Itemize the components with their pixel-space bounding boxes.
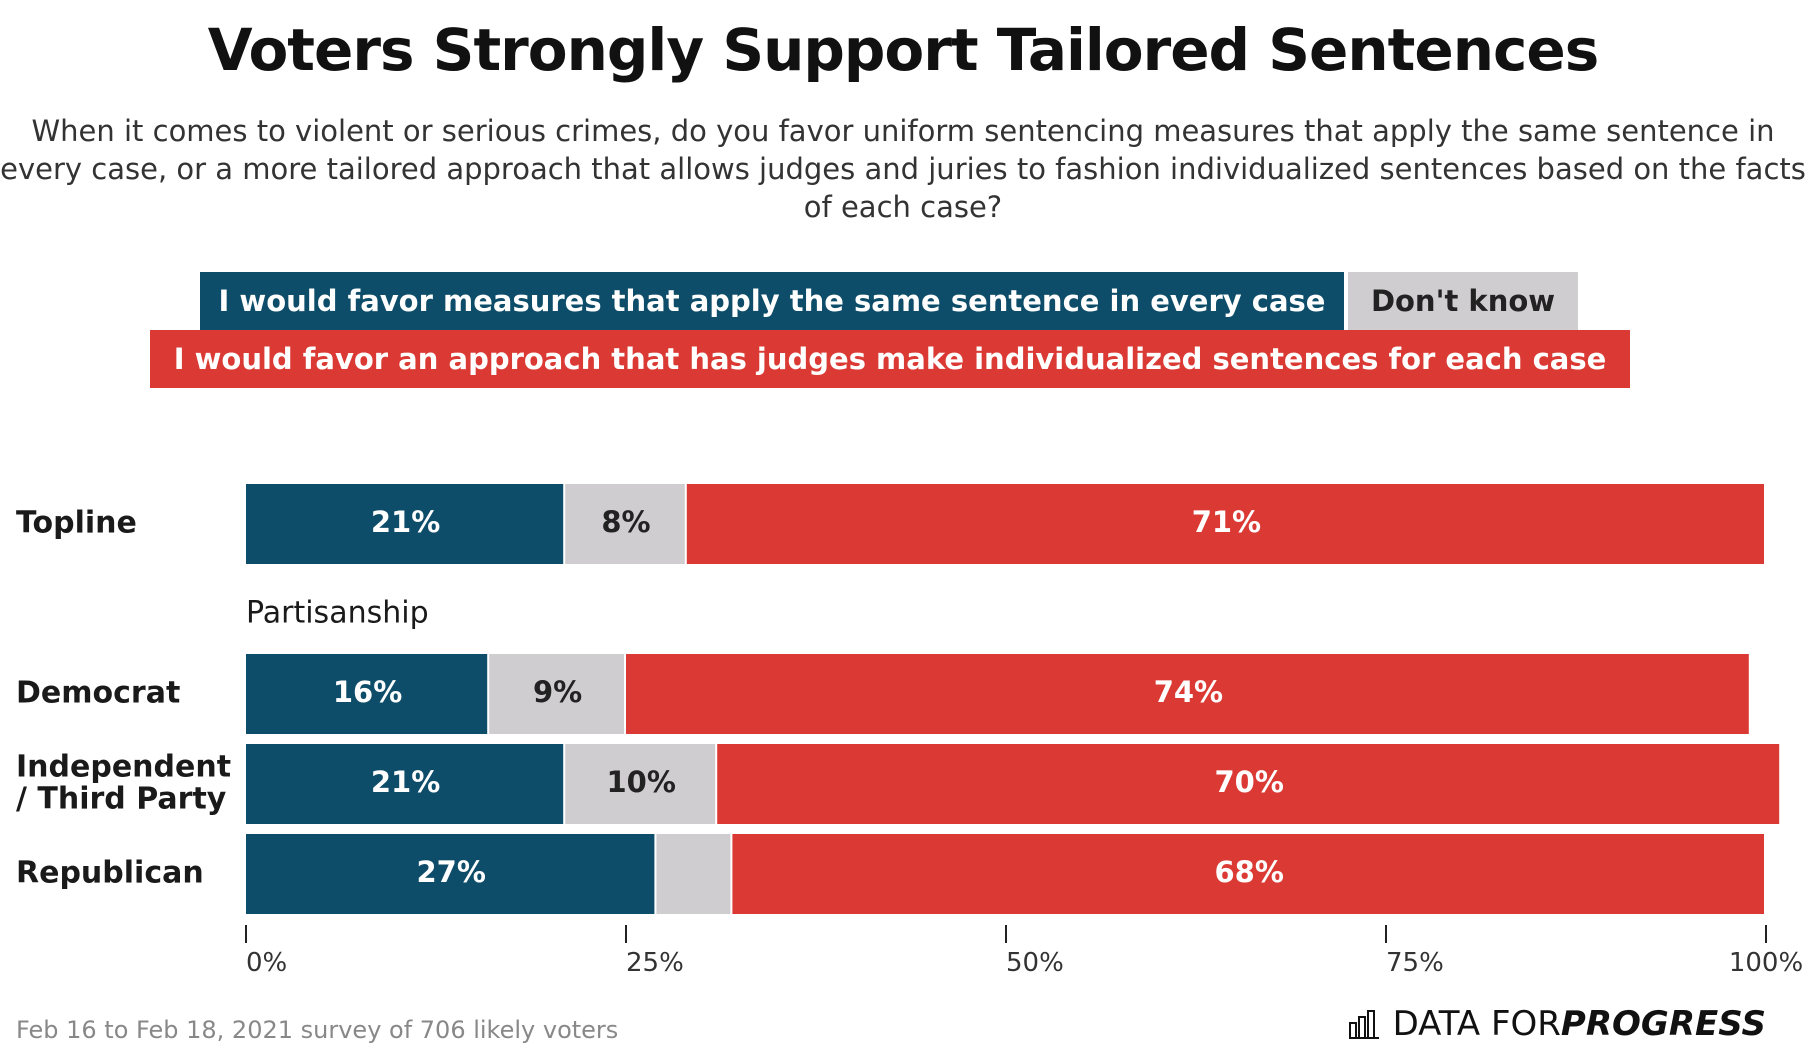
bar-data-label: 70% — [1214, 765, 1283, 799]
bar-data-label: 8% — [601, 505, 650, 539]
bar-data-label: 9% — [533, 675, 582, 709]
row-label: Republican — [16, 856, 204, 891]
bar-data-label: 21% — [371, 505, 440, 539]
bar-segment — [246, 744, 564, 824]
bar-segment — [732, 834, 1764, 914]
bar-data-label: 16% — [333, 675, 402, 709]
bar-segment — [656, 834, 731, 914]
brand-text-data-for: DATA FOR — [1392, 1004, 1561, 1044]
survey-footnote: Feb 16 to Feb 18, 2021 survey of 706 lik… — [16, 1016, 619, 1044]
bar-segment — [565, 484, 685, 564]
bar-chart-icon — [1348, 1010, 1379, 1039]
legend-same-sentence: I would favor measures that apply the sa… — [200, 272, 1344, 330]
bar-data-label: 10% — [606, 765, 675, 799]
bar-segment — [246, 834, 655, 914]
bar-segment — [246, 484, 564, 564]
legend-individualized: I would favor an approach that has judge… — [150, 330, 1630, 388]
bar-data-label: 74% — [1154, 675, 1223, 709]
row-label: Topline — [16, 506, 137, 541]
row-label: Democrat — [16, 676, 180, 711]
brand-text-progress: PROGRESS — [1560, 1004, 1766, 1044]
bar-data-label: 68% — [1214, 855, 1283, 889]
bar-segment — [686, 484, 1764, 564]
row-label: Independent — [16, 750, 231, 785]
bar-data-label: 21% — [371, 765, 440, 799]
tick-label: 0% — [246, 948, 287, 978]
bar-segment — [717, 744, 1780, 824]
brand-logo: DATA FOR PROGRESS — [1348, 1004, 1766, 1044]
stacked-bar-chart: Topline 21% 8% 71% Partisanship Democrat 16% 9%… — [16, 484, 1803, 978]
bar-data-label: 27% — [416, 855, 485, 889]
bar-segment — [246, 654, 488, 734]
bar-segment — [489, 654, 624, 734]
row-label: / Third Party — [16, 782, 227, 817]
chart-subtitle: When it comes to violent or serious crim… — [0, 114, 1806, 224]
bar-segment — [626, 654, 1749, 734]
tick-label: 50% — [1006, 948, 1064, 978]
tick-label: 25% — [626, 948, 684, 978]
tick-label: 75% — [1386, 948, 1444, 978]
legend-dont-know: Don't know — [1348, 272, 1578, 330]
bar-data-label: 71% — [1192, 505, 1261, 539]
chart-title: Voters Strongly Support Tailored Sentenc… — [207, 16, 1600, 84]
bar-segment — [565, 744, 716, 824]
group-label: Partisanship — [246, 596, 429, 631]
tick-label: 100% — [1729, 948, 1803, 978]
